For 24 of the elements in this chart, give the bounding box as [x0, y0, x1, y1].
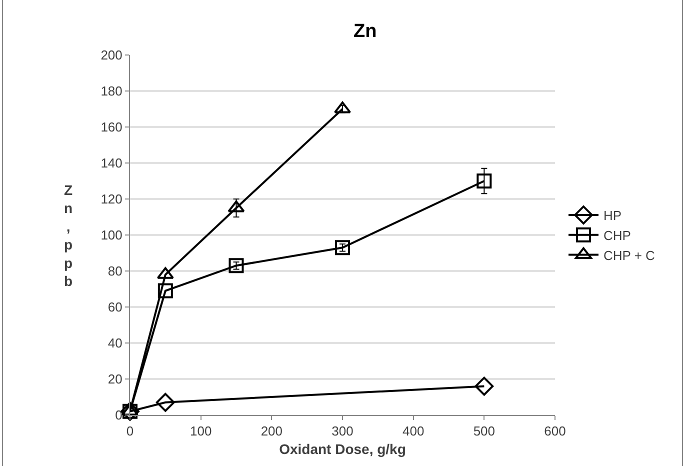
y-tick-label: 160: [100, 120, 122, 135]
x-tick-label: 600: [544, 424, 566, 439]
y-tick-label: 140: [100, 156, 122, 171]
y-tick-label: 20: [108, 372, 122, 387]
y-tick-label: 100: [100, 228, 122, 243]
x-tick-label: 200: [260, 424, 283, 439]
x-tick-label: 0: [126, 424, 134, 439]
chart-title: Zn: [354, 20, 377, 42]
y-tick-label: 60: [108, 300, 122, 315]
y-tick-label: 80: [108, 264, 122, 279]
legend-label: CHP + C: [604, 248, 655, 263]
y-tick-label: 180: [100, 84, 122, 99]
y-axis-title: Zn, ppb: [64, 182, 73, 289]
x-tick-label: 100: [190, 424, 212, 439]
x-tick-label: 400: [402, 424, 424, 439]
legend-label: HP: [604, 208, 622, 224]
y-tick-label: 200: [100, 48, 122, 63]
legend-label: CHP: [604, 228, 631, 243]
x-tick-label: 500: [473, 424, 496, 439]
x-axis-title: Oxidant Dose, g/kg: [279, 440, 406, 457]
y-tick-label: 0: [115, 408, 122, 423]
x-tick-label: 300: [332, 424, 354, 439]
y-tick-label: 40: [108, 336, 122, 351]
y-tick-label: 120: [100, 192, 122, 207]
